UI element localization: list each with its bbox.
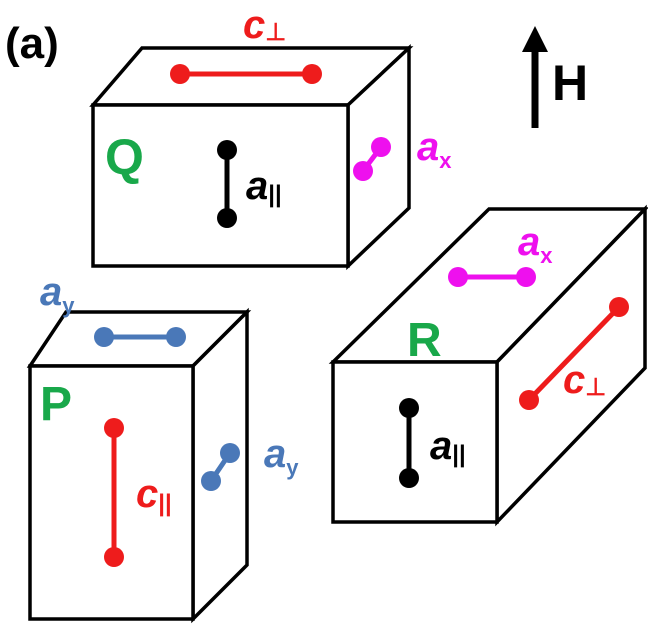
bond-p-a-y-side [201, 443, 240, 491]
label-r-a-x: ax [518, 220, 553, 268]
bond-r-a-parallel [399, 398, 419, 488]
bond-p-c-parallel [104, 418, 124, 567]
field-label: H [552, 55, 588, 111]
panel-label: (a) [5, 19, 59, 68]
bond-q-c-perp [170, 64, 322, 84]
label-p-a-y-top: ay [40, 270, 75, 318]
box-r [328, 204, 648, 527]
bond-p-a-y-top [94, 327, 186, 347]
label-p-c-parallel: c|| [136, 472, 172, 517]
label-q-c-perp: c⊥ [243, 3, 286, 47]
bond-r-c-perp [519, 297, 629, 410]
label-r-c-perp: c⊥ [563, 358, 606, 402]
label-q-a-x: ax [417, 125, 452, 173]
box-p [26, 307, 252, 624]
label-p-a-y-side: ay [264, 432, 299, 480]
box-q-front-face [91, 103, 350, 268]
box-r-front-face [331, 360, 499, 524]
bond-r-a-x [448, 267, 536, 287]
box-p-label: P [40, 378, 72, 431]
label-q-a-parallel: a|| [246, 164, 282, 208]
label-r-a-parallel: a|| [430, 424, 466, 468]
bond-q-a-parallel [217, 140, 237, 228]
box-r-label: R [407, 314, 442, 367]
box-q-label: Q [105, 129, 144, 185]
bond-q-a-x [353, 137, 391, 181]
field-arrow [522, 26, 548, 128]
